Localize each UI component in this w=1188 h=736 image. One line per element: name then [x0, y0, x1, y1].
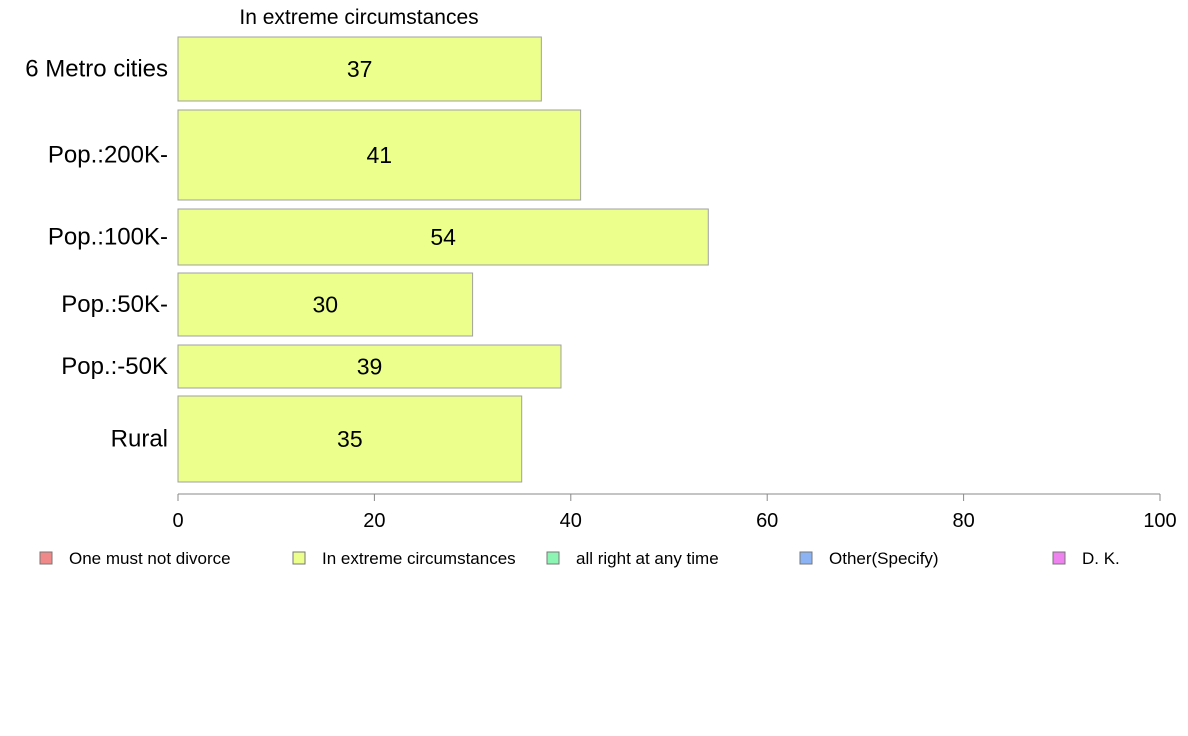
- legend-swatch: [546, 551, 560, 565]
- x-tick-label: 100: [1143, 510, 1176, 532]
- category-label: Pop.:-50K: [61, 353, 168, 380]
- category-label: Pop.:50K-: [61, 291, 168, 318]
- bar: [177, 36, 542, 102]
- chart-title: In extreme circumstances: [239, 6, 478, 29]
- bar: [177, 395, 523, 483]
- x-tick-label: 60: [756, 510, 778, 532]
- bars: 37 6 Metro cities 41 Pop.:200K- 54 Pop.:100K-…: [25, 36, 709, 483]
- bar: [177, 208, 709, 266]
- legend: One must not divorce In extreme circumsta…: [39, 549, 1120, 568]
- data-label: 35: [337, 426, 363, 452]
- data-label: 39: [357, 354, 383, 380]
- bar: [177, 109, 582, 201]
- x-tick-label: 80: [952, 510, 974, 532]
- x-tick-label: 20: [363, 510, 385, 532]
- x-tick-label: 0: [172, 510, 183, 532]
- legend-swatch: [1052, 551, 1066, 565]
- bar: [177, 272, 474, 337]
- data-label: 37: [347, 56, 373, 82]
- data-label: 30: [313, 292, 339, 318]
- legend-label: Other(Specify): [829, 549, 939, 568]
- x-tick-label: 40: [560, 510, 582, 532]
- data-label: 54: [430, 224, 456, 250]
- legend-label: In extreme circumstances: [322, 549, 516, 568]
- data-label: 41: [367, 142, 393, 168]
- legend-label: One must not divorce: [69, 549, 231, 568]
- bar: [177, 344, 562, 389]
- category-label: Pop.:200K-: [48, 142, 168, 169]
- category-label: Rural: [111, 426, 168, 453]
- category-label: 6 Metro cities: [25, 56, 168, 83]
- legend-swatch: [292, 551, 306, 565]
- category-label: Pop.:100K-: [48, 224, 168, 251]
- legend-label: all right at any time: [576, 549, 719, 568]
- x-axis: 0 20 40 60 80 100: [172, 493, 1177, 532]
- legend-swatch: [39, 551, 53, 565]
- legend-label: D. K.: [1082, 549, 1120, 568]
- legend-swatch: [799, 551, 813, 565]
